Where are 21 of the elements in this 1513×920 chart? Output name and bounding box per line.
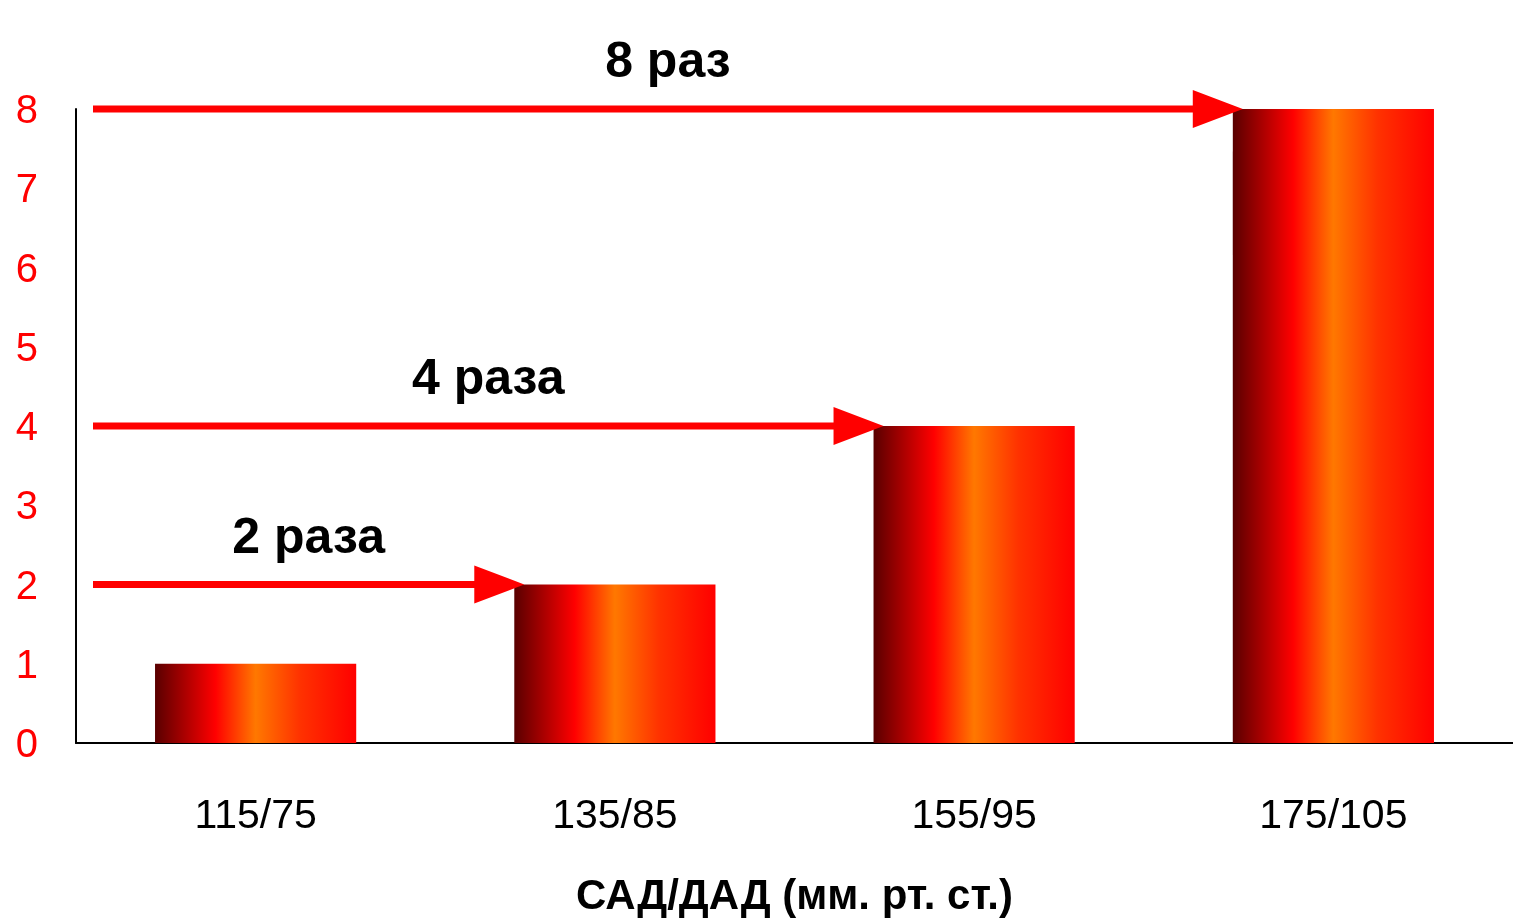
y-tick-label: 5 — [15, 324, 38, 369]
x-tick-label: 175/105 — [1259, 790, 1408, 837]
y-tick-label: 3 — [15, 483, 38, 528]
x-axis-title: САД/ДАД (мм. рт. ст.) — [576, 870, 1013, 918]
y-tick-label: 6 — [15, 245, 38, 290]
annotation: 2 раза — [232, 507, 387, 564]
x-tick-label: 155/95 — [911, 790, 1037, 837]
y-tick-label: 7 — [15, 166, 38, 211]
y-tick-label: 0 — [15, 721, 38, 765]
y-tick-label: 1 — [15, 641, 38, 686]
x-tick-label: 135/85 — [552, 790, 678, 837]
text: 8 раз — [605, 32, 731, 88]
annotation: 4 раза — [411, 349, 566, 405]
bar — [1232, 109, 1434, 743]
bar — [514, 584, 716, 743]
x-tick-label: 115/75 — [194, 790, 317, 837]
y-tick-label: 2 — [15, 562, 38, 607]
bar — [873, 426, 1075, 743]
y-tick-label: 4 — [15, 404, 38, 448]
bar — [155, 663, 357, 743]
y-tick-label: 8 — [15, 87, 38, 131]
